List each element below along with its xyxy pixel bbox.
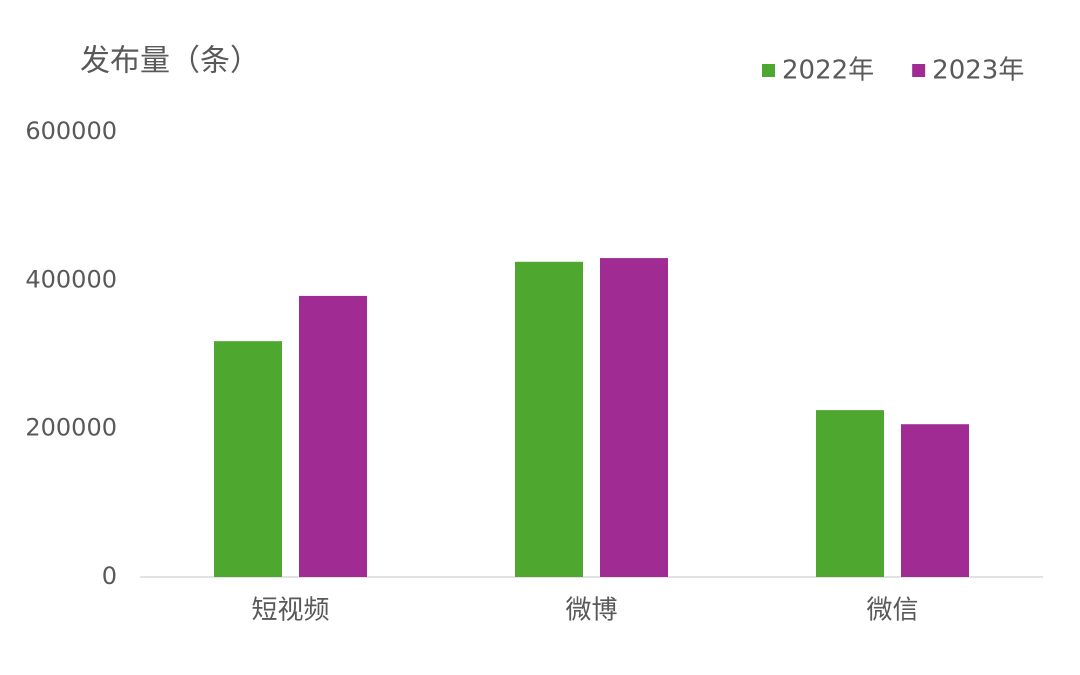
bar — [901, 424, 969, 577]
x-tick-label: 微博 — [565, 596, 617, 626]
y-tick-label: 400000 — [25, 265, 117, 293]
y-tick-label: 600000 — [25, 117, 117, 145]
x-tick-label: 短视频 — [251, 596, 329, 626]
bar — [299, 295, 367, 577]
y-tick-label: 200000 — [25, 414, 117, 442]
legend-swatch — [762, 64, 775, 77]
bar — [816, 410, 884, 577]
bar — [515, 261, 583, 577]
chart-title: 发布量（条） — [80, 44, 260, 79]
bar — [214, 341, 282, 577]
bar — [600, 258, 668, 577]
y-tick-label: 0 — [102, 562, 117, 590]
legend-label: 2023年 — [932, 56, 1024, 86]
legend-label: 2022年 — [782, 56, 874, 86]
x-tick-label: 微信 — [866, 596, 918, 626]
legend-swatch — [912, 64, 926, 77]
